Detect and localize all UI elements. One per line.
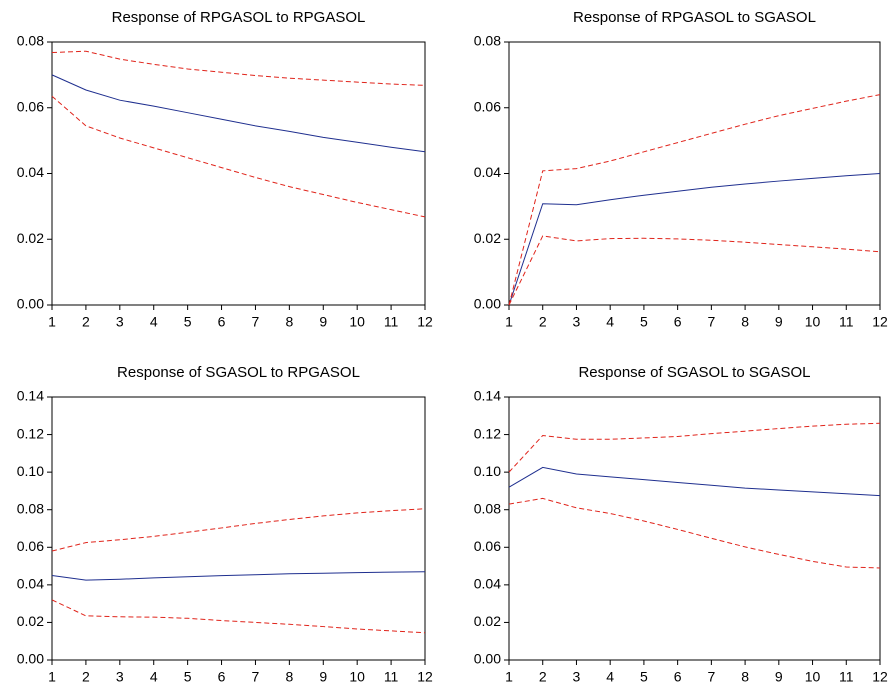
y-tick-label: 0.04 <box>474 164 501 180</box>
plot-frame <box>508 41 881 306</box>
x-tick-label: 11 <box>839 314 854 330</box>
x-tick-label: 11 <box>384 314 399 330</box>
y-tick-label: 0.08 <box>17 500 44 516</box>
x-tick-label: 7 <box>252 669 260 685</box>
series-line <box>508 94 881 306</box>
x-tick-label: 11 <box>384 669 399 685</box>
chart-title: Response of RPGASOL to SGASOL <box>573 9 816 26</box>
plot-frame <box>51 41 426 306</box>
x-tick-label: 3 <box>573 669 581 685</box>
x-tick-label: 2 <box>82 669 90 685</box>
y-tick-label: 0.14 <box>17 388 44 404</box>
chart-title: Response of SGASOL to SGASOL <box>578 364 810 381</box>
y-tick-label: 0.06 <box>474 538 501 554</box>
y-tick-label: 0.10 <box>474 463 501 479</box>
series-line <box>508 173 881 306</box>
y-tick-label: 0.08 <box>474 33 501 49</box>
y-tick-label: 0.14 <box>474 388 501 404</box>
y-tick-label: 0.00 <box>474 296 501 312</box>
y-tick-label: 0.08 <box>474 500 501 516</box>
x-tick-label: 5 <box>184 314 192 330</box>
x-tick-label: 2 <box>539 314 547 330</box>
x-tick-label: 1 <box>48 314 56 330</box>
y-tick-label: 0.02 <box>17 613 44 629</box>
x-tick-label: 4 <box>606 669 614 685</box>
x-tick-label: 10 <box>805 669 821 685</box>
series-line <box>51 50 426 86</box>
x-tick-label: 10 <box>349 314 365 330</box>
x-tick-label: 4 <box>606 314 614 330</box>
x-tick-label: 3 <box>116 669 124 685</box>
chart-title: Response of RPGASOL to RPGASOL <box>112 9 366 26</box>
series-line <box>508 235 881 306</box>
x-tick-label: 9 <box>319 314 327 330</box>
y-tick-label: 0.04 <box>17 164 44 180</box>
x-tick-label: 5 <box>640 669 648 685</box>
y-tick-label: 0.12 <box>17 425 44 441</box>
x-tick-label: 8 <box>741 314 749 330</box>
x-tick-label: 12 <box>417 314 433 330</box>
x-tick-label: 6 <box>674 669 682 685</box>
x-tick-label: 1 <box>48 669 56 685</box>
x-tick-label: 10 <box>349 669 365 685</box>
y-tick-label: 0.12 <box>474 425 501 441</box>
y-tick-label: 0.00 <box>474 651 501 667</box>
y-tick-label: 0.00 <box>17 296 44 312</box>
plot-frame <box>51 396 426 661</box>
x-tick-label: 1 <box>505 314 513 330</box>
y-tick-label: 0.02 <box>474 613 501 629</box>
x-tick-label: 6 <box>674 314 682 330</box>
plot-frame <box>508 396 881 661</box>
x-tick-label: 8 <box>741 669 749 685</box>
y-tick-label: 0.08 <box>17 33 44 49</box>
series-line <box>51 599 426 634</box>
chart-title: Response of SGASOL to RPGASOL <box>117 364 360 381</box>
x-tick-label: 2 <box>82 314 90 330</box>
series-line <box>508 422 881 473</box>
x-tick-label: 7 <box>707 314 715 330</box>
x-tick-label: 2 <box>539 669 547 685</box>
x-tick-label: 11 <box>839 669 854 685</box>
x-tick-label: 9 <box>775 314 783 330</box>
series-line <box>51 95 426 218</box>
x-tick-label: 12 <box>417 669 433 685</box>
x-tick-label: 8 <box>285 314 293 330</box>
x-tick-label: 4 <box>150 314 158 330</box>
x-tick-label: 5 <box>640 314 648 330</box>
series-line <box>51 74 426 153</box>
x-tick-label: 6 <box>218 314 226 330</box>
y-tick-label: 0.02 <box>474 230 501 246</box>
x-tick-label: 7 <box>252 314 260 330</box>
x-tick-label: 12 <box>872 314 888 330</box>
x-tick-label: 7 <box>707 669 715 685</box>
x-tick-label: 6 <box>218 669 226 685</box>
x-tick-label: 3 <box>573 314 581 330</box>
y-tick-label: 0.00 <box>17 651 44 667</box>
series-line <box>508 466 881 497</box>
x-tick-label: 9 <box>319 669 327 685</box>
y-tick-label: 0.02 <box>17 230 44 246</box>
x-tick-label: 3 <box>116 314 124 330</box>
series-line <box>51 571 426 581</box>
y-tick-label: 0.06 <box>17 538 44 554</box>
x-tick-label: 10 <box>805 314 821 330</box>
x-tick-label: 5 <box>184 669 192 685</box>
x-tick-label: 4 <box>150 669 158 685</box>
y-tick-label: 0.10 <box>17 463 44 479</box>
y-tick-label: 0.06 <box>474 98 501 114</box>
y-tick-label: 0.04 <box>17 576 44 592</box>
series-line <box>51 508 426 552</box>
x-tick-label: 12 <box>872 669 888 685</box>
series-line <box>508 497 881 569</box>
x-tick-label: 8 <box>285 669 293 685</box>
x-tick-label: 9 <box>775 669 783 685</box>
x-tick-label: 1 <box>505 669 513 685</box>
y-tick-label: 0.06 <box>17 98 44 114</box>
y-tick-label: 0.04 <box>474 576 501 592</box>
